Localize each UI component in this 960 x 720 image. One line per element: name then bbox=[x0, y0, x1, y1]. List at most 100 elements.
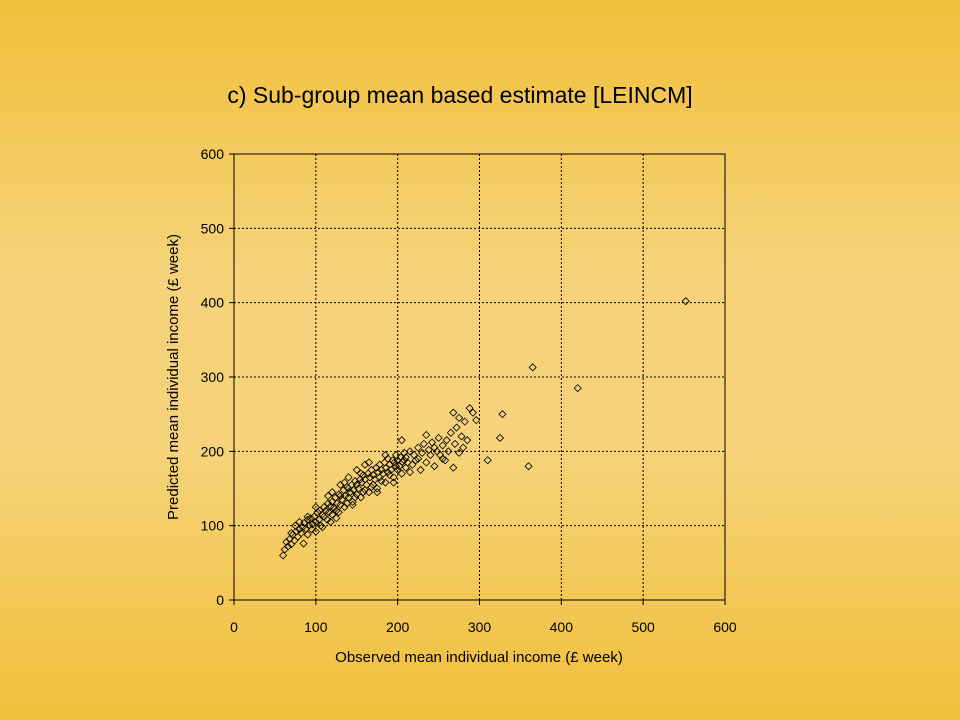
data-point bbox=[301, 524, 311, 533]
chart-title: c) Sub-group mean based estimate [LEINCM… bbox=[227, 82, 692, 108]
data-point bbox=[450, 439, 460, 448]
data-point bbox=[372, 463, 381, 472]
data-point bbox=[427, 438, 437, 447]
data-point bbox=[336, 480, 345, 489]
data-point bbox=[351, 493, 360, 502]
data-point bbox=[357, 478, 366, 487]
data-point bbox=[315, 515, 324, 524]
data-point bbox=[359, 488, 368, 497]
data-point bbox=[315, 506, 324, 515]
x-tick-label: 200 bbox=[386, 619, 410, 635]
data-point bbox=[436, 450, 445, 460]
x-tick-label: 0 bbox=[230, 619, 238, 635]
data-point bbox=[452, 423, 461, 432]
data-point bbox=[442, 436, 451, 445]
data-point bbox=[311, 503, 320, 512]
data-point bbox=[422, 430, 431, 440]
data-point bbox=[326, 517, 335, 527]
x-tick-label: 400 bbox=[550, 619, 574, 635]
data-point bbox=[498, 410, 507, 419]
data-point bbox=[367, 482, 376, 492]
data-point bbox=[328, 510, 337, 519]
data-point bbox=[528, 363, 537, 372]
data-point bbox=[397, 469, 406, 478]
data-point bbox=[483, 456, 492, 465]
y-tick-labels: 0 100 200 300 400 500 600 bbox=[201, 146, 225, 608]
data-point bbox=[397, 436, 406, 445]
data-point bbox=[362, 480, 371, 489]
data-point bbox=[311, 527, 320, 536]
data-point bbox=[359, 471, 368, 480]
x-axis-label: Observed mean individual income (£ week) bbox=[335, 649, 623, 666]
y-tick-label: 0 bbox=[216, 592, 224, 608]
data-point bbox=[405, 447, 415, 456]
data-point bbox=[303, 530, 312, 539]
data-point bbox=[573, 384, 582, 393]
data-point bbox=[324, 491, 333, 500]
data-point bbox=[449, 408, 458, 417]
data-point bbox=[383, 454, 392, 463]
data-point bbox=[346, 488, 355, 497]
data-point bbox=[681, 297, 690, 306]
data-point bbox=[416, 465, 425, 474]
data-point bbox=[356, 469, 365, 478]
data-point bbox=[387, 465, 396, 474]
data-point bbox=[305, 521, 314, 530]
data-point bbox=[454, 413, 464, 422]
data-point bbox=[295, 525, 304, 534]
data-point bbox=[383, 468, 392, 477]
data-point bbox=[356, 493, 365, 502]
y-tick-label: 300 bbox=[201, 369, 225, 385]
data-point bbox=[331, 493, 340, 502]
data-point bbox=[360, 460, 369, 469]
axis-ticks bbox=[229, 153, 726, 605]
data-point bbox=[369, 480, 378, 489]
data-point bbox=[306, 514, 315, 523]
data-point bbox=[344, 493, 353, 502]
y-tick-label: 200 bbox=[201, 443, 225, 459]
data-point bbox=[373, 488, 382, 497]
data-point bbox=[324, 508, 333, 517]
data-point bbox=[283, 542, 293, 551]
y-axis-label: Predicted mean individual income (£ week… bbox=[165, 234, 182, 520]
data-point bbox=[360, 485, 369, 495]
data-point bbox=[422, 458, 431, 467]
data-point bbox=[468, 408, 478, 417]
data-point bbox=[299, 539, 308, 548]
y-tick-label: 400 bbox=[201, 295, 225, 311]
data-point bbox=[313, 508, 322, 517]
data-point bbox=[419, 439, 428, 448]
data-point bbox=[434, 433, 443, 443]
data-point bbox=[382, 463, 391, 472]
data-point bbox=[352, 490, 361, 499]
data-point bbox=[385, 471, 394, 480]
data-point bbox=[340, 503, 349, 512]
data-point bbox=[457, 432, 466, 441]
y-tick-label: 100 bbox=[201, 518, 225, 534]
data-point bbox=[319, 503, 329, 512]
y-tick-label: 600 bbox=[201, 146, 225, 162]
data-point bbox=[311, 517, 320, 527]
data-point bbox=[297, 529, 306, 538]
data-point bbox=[418, 448, 427, 457]
data-point bbox=[463, 436, 472, 445]
data-point bbox=[454, 448, 464, 457]
y-tick-label: 500 bbox=[201, 220, 225, 236]
data-point bbox=[472, 416, 481, 425]
data-point bbox=[344, 473, 353, 482]
data-point bbox=[460, 417, 469, 426]
data-point bbox=[408, 460, 417, 469]
data-point bbox=[381, 478, 390, 487]
data-point bbox=[352, 465, 361, 474]
x-tick-labels: 0 100 200 300 400 500 600 bbox=[230, 619, 737, 635]
data-point bbox=[414, 443, 423, 452]
data-point bbox=[364, 458, 374, 467]
data-point bbox=[364, 488, 374, 497]
data-point bbox=[334, 508, 343, 517]
data-point bbox=[307, 525, 316, 534]
data-point bbox=[308, 520, 317, 529]
data-point bbox=[340, 478, 349, 487]
data-point bbox=[332, 514, 341, 523]
